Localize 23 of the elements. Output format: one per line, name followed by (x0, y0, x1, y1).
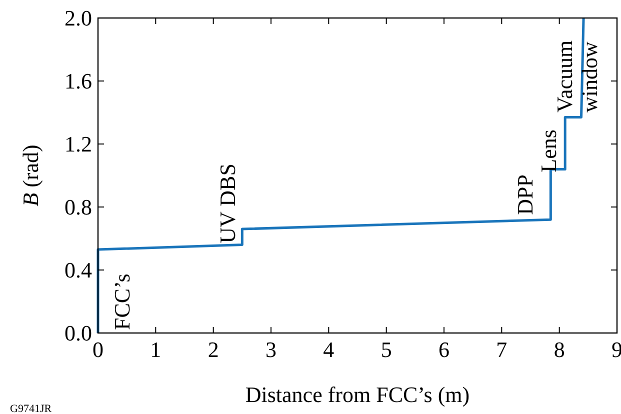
y-tick-label: 0.4 (64, 258, 92, 283)
annotation: FCC’s (110, 274, 134, 330)
x-tick-label: 7 (496, 337, 508, 362)
x-tick-label: 0 (92, 337, 104, 362)
x-tick-label: 5 (380, 337, 392, 362)
annotation: UV DBS (214, 164, 240, 244)
annotation: Lens (535, 130, 560, 172)
x-tick-label: 3 (266, 337, 276, 362)
x-tick-label: 8 (554, 337, 565, 362)
y-tick-label: 1.2 (64, 132, 92, 157)
y-axis-title: B (rad) (18, 144, 43, 206)
x-tick-label: 2 (208, 337, 219, 362)
y-tick-label: 2.0 (64, 6, 92, 31)
x-tick-label: 4 (323, 337, 334, 362)
text: G9741JR (10, 403, 52, 414)
y-tick-label: 0.8 (64, 194, 92, 220)
x-tick-label: 1 (150, 337, 162, 362)
x-axis-title: Distance from FCC’s (m) (245, 382, 470, 407)
y-tick-label: 0.0 (64, 320, 92, 346)
x-tick-label: 6 (438, 337, 450, 362)
y-tick-label: 1.6 (64, 68, 92, 94)
annotation: Vacuum window (552, 40, 602, 112)
annotation: DPP (512, 174, 538, 215)
